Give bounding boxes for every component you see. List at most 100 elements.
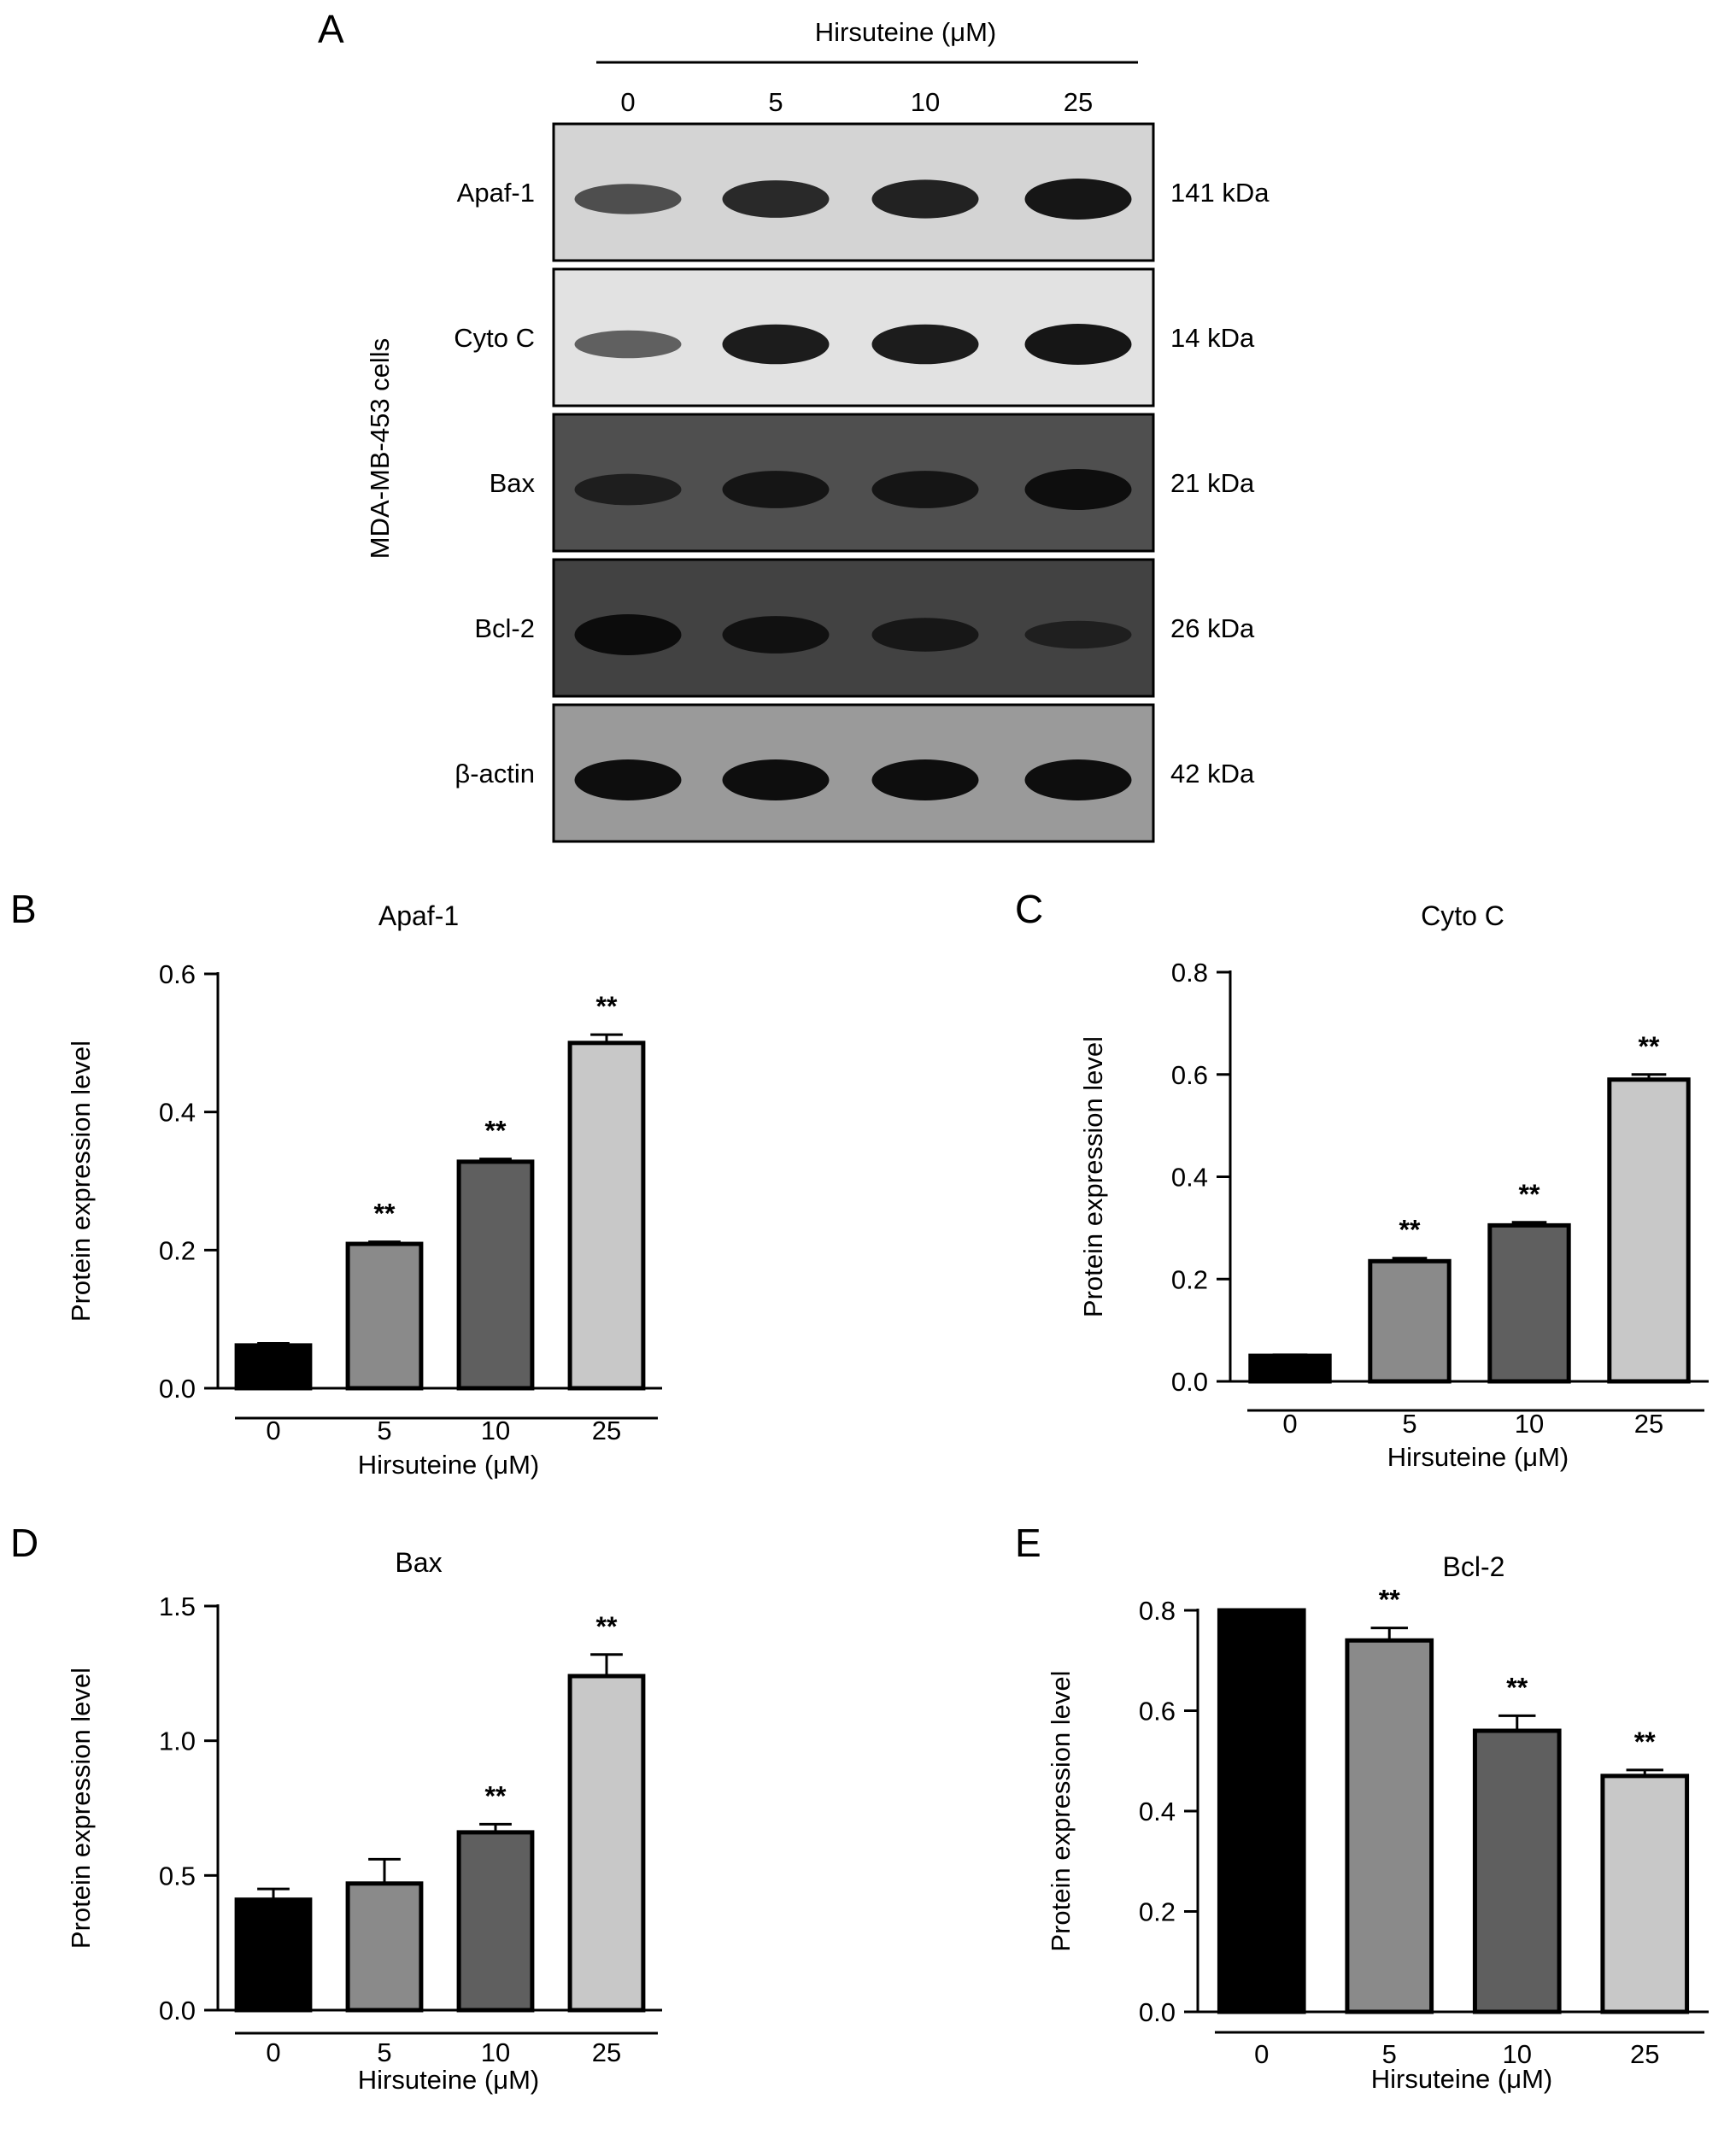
bar (1217, 1608, 1306, 2014)
y-tick-label: 0.6 (159, 959, 196, 989)
bar-chart-b: B Apaf-1 0.0 0.2 0.4 0.6 Protein expression le… (10, 887, 662, 1480)
y-tick-label: 0.8 (1139, 1596, 1176, 1626)
blot-dose-label: 25 (1064, 87, 1093, 117)
panel-letter-a: A (318, 7, 344, 51)
blot-treatment-label: Hirsuteine (μM) (815, 17, 997, 47)
blot-band (722, 616, 830, 654)
blot-row: Apaf-1 141 kDa (457, 122, 1270, 262)
significance-marker: ** (1379, 1585, 1400, 1615)
x-tick-label: 10 (1515, 1409, 1544, 1439)
x-tick-label: 5 (377, 2037, 391, 2067)
bar-chart-e: E Bcl-2 0.0 0.2 0.4 0.6 0.8 Protein expression … (1015, 1521, 1709, 2094)
y-tick-label: 0.4 (1139, 1797, 1176, 1826)
y-tick-label: 0.2 (1171, 1264, 1208, 1294)
x-tick-label: 5 (1402, 1409, 1416, 1439)
cell-line-label: MDA-MB-453 cells (365, 338, 395, 559)
y-axis-label: Protein expression level (1046, 1670, 1076, 1951)
chart-title: Bax (395, 1547, 442, 1578)
blot-protein-label: Bcl-2 (474, 613, 535, 643)
bar (1607, 1077, 1691, 1384)
blot-band (574, 330, 682, 359)
bar (1487, 1222, 1571, 1384)
x-tick-label: 25 (1630, 2039, 1659, 2069)
blot-band (871, 471, 979, 508)
x-axis-label: Hirsuteine (μM) (358, 2065, 540, 2095)
blot-row: Cyto C 14 kDa (454, 267, 1255, 407)
significance-marker: ** (1506, 1672, 1528, 1703)
blot-band (1024, 179, 1132, 220)
x-axis-label: Hirsuteine (μM) (1387, 1442, 1569, 1472)
blot-band (574, 614, 682, 655)
y-tick-label: 0.0 (159, 1996, 196, 2026)
y-tick-label: 1.0 (159, 1727, 196, 1756)
blot-band (722, 471, 830, 508)
blot-size-label: 26 kDa (1170, 613, 1255, 643)
x-tick-label: 10 (481, 1416, 510, 1445)
bar-chart-d: D Bax 0.0 0.5 1.0 1.5 Protein expression level… (10, 1521, 662, 2095)
y-tick-label: 0.6 (1171, 1060, 1208, 1090)
x-tick-label: 5 (1382, 2039, 1397, 2069)
blot-dose-label: 5 (768, 87, 783, 117)
bar (234, 1897, 313, 2013)
x-tick-label: 25 (592, 1416, 621, 1445)
significance-marker: ** (1519, 1179, 1540, 1210)
bar-charts: B Apaf-1 0.0 0.2 0.4 0.6 Protein expression le… (10, 887, 1709, 2095)
x-tick-label: 5 (377, 1416, 391, 1445)
blot-band (1024, 324, 1132, 365)
y-tick-label: 0.6 (1139, 1697, 1176, 1727)
x-tick-label: 10 (481, 2037, 510, 2067)
bar (1345, 1638, 1434, 2014)
blot-protein-label: Cyto C (454, 323, 535, 353)
blot-protein-label: β-actin (455, 759, 535, 789)
blot-band (1024, 469, 1132, 510)
blot-band (722, 324, 830, 365)
x-tick-label: 0 (266, 1416, 280, 1445)
y-tick-label: 0.2 (1139, 1897, 1176, 1927)
x-tick-label: 0 (1282, 1409, 1297, 1439)
blot-size-label: 141 kDa (1170, 178, 1270, 208)
bar (1600, 1773, 1690, 2014)
y-tick-label: 1.5 (159, 1592, 196, 1621)
blot-size-label: 42 kDa (1170, 759, 1255, 789)
blot-dose-label: 0 (620, 87, 635, 117)
bar (456, 1159, 535, 1391)
blot-band (1024, 759, 1132, 800)
bar (1368, 1258, 1452, 1384)
x-tick-label: 25 (1634, 1409, 1663, 1439)
bar (345, 1241, 424, 1391)
blot-protein-label: Apaf-1 (457, 178, 535, 208)
blot-band (871, 618, 979, 652)
x-tick-label: 0 (266, 2037, 280, 2067)
x-axis-label: Hirsuteine (μM) (358, 1450, 540, 1480)
y-axis-label: Protein expression level (66, 1668, 96, 1949)
significance-marker: ** (596, 1611, 618, 1642)
y-tick-label: 0.0 (159, 1374, 196, 1404)
bar (567, 1041, 646, 1391)
x-tick-label: 25 (592, 2037, 621, 2067)
panel-letter: E (1015, 1521, 1041, 1565)
y-axis-label: Protein expression level (66, 1041, 96, 1322)
blot-row: Bax 21 kDa (490, 413, 1255, 553)
bar (456, 1830, 535, 2013)
y-tick-label: 0.2 (159, 1235, 196, 1265)
y-tick-label: 0.4 (159, 1098, 196, 1128)
blot-row: Bcl-2 26 kDa (474, 558, 1255, 698)
significance-marker: ** (1399, 1215, 1421, 1246)
x-tick-label: 0 (1254, 2039, 1269, 2069)
blot-band (1024, 620, 1132, 649)
chart-title: Cyto C (1421, 900, 1504, 931)
blot-dose-label: 10 (911, 87, 940, 117)
x-tick-label: 10 (1503, 2039, 1532, 2069)
y-tick-label: 0.4 (1171, 1163, 1208, 1193)
bar-chart-c: C Cyto C 0.0 0.2 0.4 0.6 0.8 Protein expression… (1015, 887, 1709, 1472)
y-tick-label: 0.0 (1139, 1997, 1176, 2027)
blot-protein-label: Bax (490, 468, 536, 498)
y-axis-label: Protein expression level (1078, 1036, 1108, 1317)
bar (345, 1881, 424, 2013)
bar (1472, 1728, 1562, 2014)
panel-letter: B (10, 887, 37, 931)
significance-marker: ** (485, 1116, 507, 1146)
blot-dose-labels: 0 5 10 25 (620, 87, 1093, 117)
bar (1248, 1353, 1332, 1384)
